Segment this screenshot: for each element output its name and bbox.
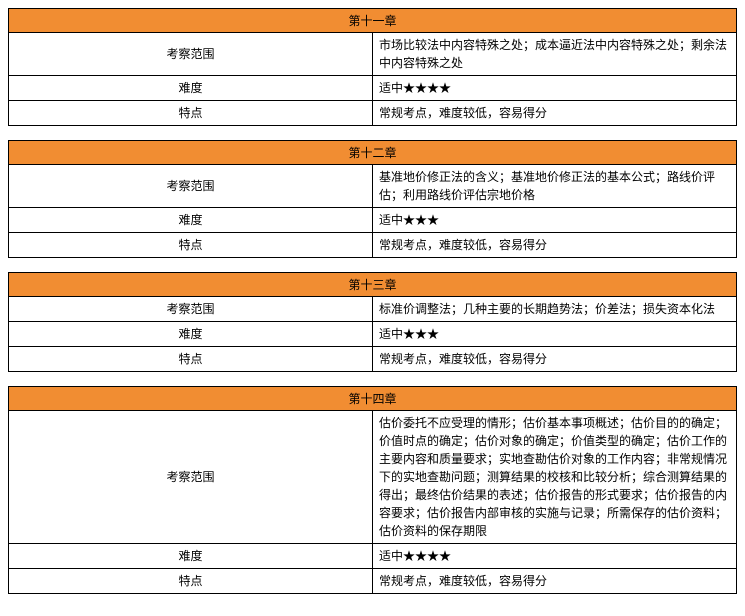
chapter-title: 第十三章 xyxy=(9,273,737,297)
chapter-section: 第十一章考察范围市场比较法中内容特殊之处；成本逼近法中内容特殊之处；剩余法中内容… xyxy=(8,8,737,126)
difficulty-prefix: 适中 xyxy=(379,81,403,95)
chapter-section: 第十三章考察范围标准价调整法；几种主要的长期趋势法；价差法；损失资本化法难度适中… xyxy=(8,272,737,372)
scope-value: 市场比较法中内容特殊之处；成本逼近法中内容特殊之处；剩余法中内容特殊之处 xyxy=(373,33,737,76)
difficulty-label: 难度 xyxy=(9,322,373,347)
feature-value: 常规考点，难度较低，容易得分 xyxy=(373,347,737,372)
feature-label: 特点 xyxy=(9,347,373,372)
difficulty-value: 适中★★★ xyxy=(373,322,737,347)
chapter-table: 第十二章考察范围基准地价修正法的含义；基准地价修正法的基本公式；路线价评估；利用… xyxy=(8,140,737,258)
feature-label: 特点 xyxy=(9,101,373,126)
difficulty-value: 适中★★★★ xyxy=(373,76,737,101)
scope-label: 考察范围 xyxy=(9,165,373,208)
feature-label: 特点 xyxy=(9,569,373,594)
difficulty-stars: ★★★ xyxy=(403,327,439,341)
difficulty-prefix: 适中 xyxy=(379,213,403,227)
difficulty-value: 适中★★★ xyxy=(373,208,737,233)
scope-label: 考察范围 xyxy=(9,33,373,76)
feature-value: 常规考点，难度较低，容易得分 xyxy=(373,569,737,594)
feature-label: 特点 xyxy=(9,233,373,258)
feature-value: 常规考点，难度较低，容易得分 xyxy=(373,233,737,258)
difficulty-label: 难度 xyxy=(9,208,373,233)
difficulty-stars: ★★★★ xyxy=(403,81,451,95)
chapter-title: 第十二章 xyxy=(9,141,737,165)
difficulty-value: 适中★★★★ xyxy=(373,544,737,569)
difficulty-prefix: 适中 xyxy=(379,549,403,563)
chapter-title: 第十一章 xyxy=(9,9,737,33)
difficulty-prefix: 适中 xyxy=(379,327,403,341)
scope-label: 考察范围 xyxy=(9,297,373,322)
chapter-table: 第十一章考察范围市场比较法中内容特殊之处；成本逼近法中内容特殊之处；剩余法中内容… xyxy=(8,8,737,126)
feature-value: 常规考点，难度较低，容易得分 xyxy=(373,101,737,126)
chapter-section: 第十二章考察范围基准地价修正法的含义；基准地价修正法的基本公式；路线价评估；利用… xyxy=(8,140,737,258)
scope-label: 考察范围 xyxy=(9,411,373,544)
difficulty-label: 难度 xyxy=(9,76,373,101)
chapters-container: 第十一章考察范围市场比较法中内容特殊之处；成本逼近法中内容特殊之处；剩余法中内容… xyxy=(8,8,737,594)
difficulty-stars: ★★★ xyxy=(403,213,439,227)
chapter-title: 第十四章 xyxy=(9,387,737,411)
difficulty-stars: ★★★★ xyxy=(403,549,451,563)
chapter-section: 第十四章考察范围估价委托不应受理的情形；估价基本事项概述；估价目的的确定；价值时… xyxy=(8,386,737,594)
scope-value: 标准价调整法；几种主要的长期趋势法；价差法；损失资本化法 xyxy=(373,297,737,322)
difficulty-label: 难度 xyxy=(9,544,373,569)
chapter-table: 第十三章考察范围标准价调整法；几种主要的长期趋势法；价差法；损失资本化法难度适中… xyxy=(8,272,737,372)
scope-value: 估价委托不应受理的情形；估价基本事项概述；估价目的的确定；价值时点的确定；估价对… xyxy=(373,411,737,544)
scope-value: 基准地价修正法的含义；基准地价修正法的基本公式；路线价评估；利用路线价评估宗地价… xyxy=(373,165,737,208)
chapter-table: 第十四章考察范围估价委托不应受理的情形；估价基本事项概述；估价目的的确定；价值时… xyxy=(8,386,737,594)
